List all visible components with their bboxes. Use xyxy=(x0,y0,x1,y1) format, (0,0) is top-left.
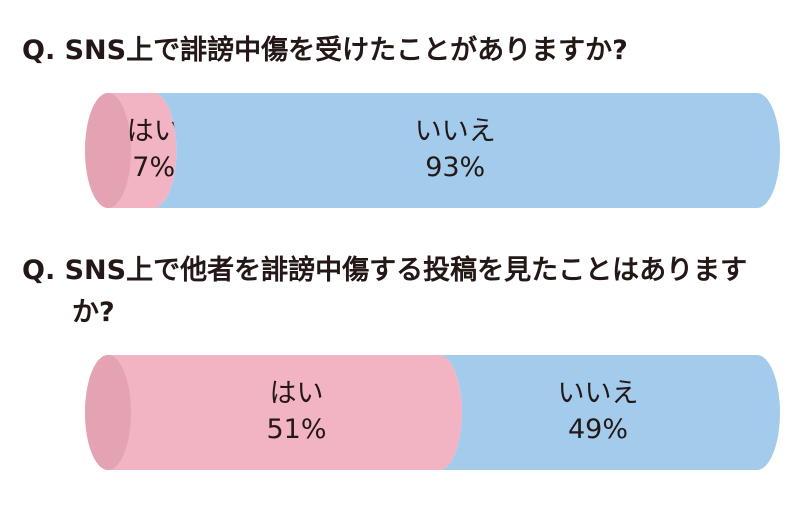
chart-title: Q. SNS上で誹謗中傷を受けたことがありますか? xyxy=(22,35,628,66)
bar-end-cap xyxy=(85,93,131,208)
bar-chart: はい 7% いいえ 93% xyxy=(85,93,780,208)
legend-label: いいえ xyxy=(415,116,496,147)
bar-segment xyxy=(438,355,780,470)
legend-label: はい xyxy=(127,116,181,147)
legend-label: いいえ xyxy=(557,378,638,409)
value-label: 51% xyxy=(266,414,326,445)
legend-label: はい xyxy=(269,378,323,409)
value-label: 49% xyxy=(568,414,628,445)
bar-segment xyxy=(85,355,462,470)
chart: Q. SNS上で誹謗中傷を受けたことがありますか? はい 7% いいえ 93% xyxy=(0,30,800,210)
value-label: 7% xyxy=(132,152,175,183)
bar-end-cap xyxy=(85,355,131,470)
value-label: 93% xyxy=(425,152,485,183)
chart: Q. SNS上で他者を誹謗中傷する投稿を見たことはありますか? はい 51% いいえ 4… xyxy=(0,250,800,472)
chart-title: Q. SNS上で他者を誹謗中傷する投稿を見たことはありますか? xyxy=(22,255,748,328)
bar-segment xyxy=(153,93,780,208)
bar-chart: はい 51% いいえ 49% xyxy=(85,355,780,470)
